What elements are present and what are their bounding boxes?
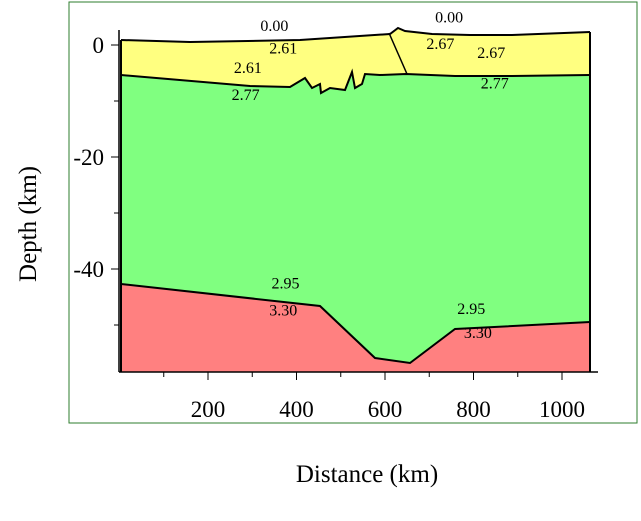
mantle-layer [121, 284, 590, 372]
moho-boundary [120, 283, 591, 365]
velocity-label: 3.30 [464, 325, 492, 342]
y-tick-label: -20 [73, 145, 104, 170]
velocity-label: 3.30 [269, 302, 297, 319]
x-tick-label: 400 [279, 397, 314, 422]
upper-crust-layer [121, 28, 590, 93]
x-tick-label: 1000 [539, 397, 585, 422]
velocity-label: 2.77 [481, 76, 509, 93]
velocity-label: 2.67 [426, 36, 454, 53]
x-tick-label: 800 [456, 397, 491, 422]
x-tick-label: 600 [368, 397, 403, 422]
velocity-label: 2.95 [271, 276, 299, 293]
value-annotations: 0.00 2.61 0.00 2.67 2.61 2.77 2.67 2.77 2.95 3.30… [232, 10, 509, 342]
y-axis: 0 -20 -40 [73, 30, 120, 372]
x-axis-title: Distance (km) [296, 461, 438, 488]
surface-boundary [120, 26, 591, 44]
velocity-label: 0.00 [260, 18, 288, 35]
y-tick-label: 0 [93, 33, 105, 58]
x-axis: 200 400 600 800 1000 [119, 371, 598, 422]
y-axis-title: Depth (km) [15, 166, 42, 282]
velocity-label: 0.00 [435, 10, 463, 27]
y-tick-label: -40 [73, 257, 104, 282]
velocity-label: 2.61 [234, 60, 262, 77]
velocity-label: 2.77 [232, 87, 260, 104]
velocity-label: 2.61 [269, 40, 297, 57]
x-tick-label: 200 [191, 397, 226, 422]
crustal-interface-boundary [120, 68, 591, 95]
velocity-label: 2.95 [457, 301, 485, 318]
velocity-label: 2.67 [477, 45, 505, 62]
lower-crust-layer [121, 72, 590, 363]
plot-frame [68, 1, 638, 424]
fault-line [388, 32, 408, 75]
